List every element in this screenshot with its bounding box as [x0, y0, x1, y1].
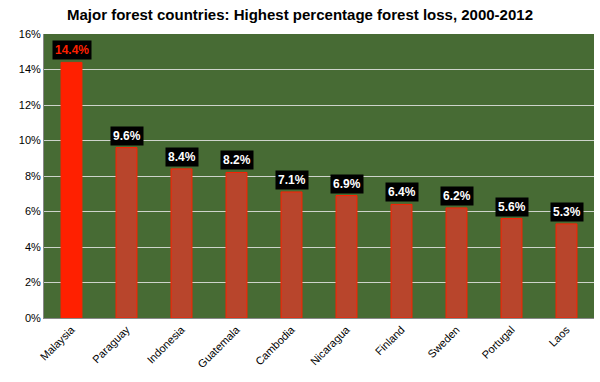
svg-text:14%: 14%	[19, 63, 41, 75]
svg-text:8%: 8%	[25, 170, 41, 182]
svg-text:6.9%: 6.9%	[333, 177, 361, 191]
svg-text:Paraguay: Paraguay	[90, 323, 132, 365]
svg-text:6.4%: 6.4%	[388, 185, 416, 199]
svg-text:10%: 10%	[19, 134, 41, 146]
svg-text:0%: 0%	[25, 312, 41, 324]
svg-text:Portugal: Portugal	[479, 324, 516, 361]
svg-text:Cambodia: Cambodia	[253, 323, 298, 368]
svg-text:14.4%: 14.4%	[55, 43, 89, 57]
svg-text:Laos: Laos	[546, 323, 572, 349]
svg-text:Guatemala: Guatemala	[195, 323, 242, 370]
svg-text:Sweden: Sweden	[425, 324, 462, 361]
svg-text:8.4%: 8.4%	[168, 150, 196, 164]
svg-text:2%: 2%	[25, 276, 41, 288]
svg-text:5.3%: 5.3%	[553, 205, 581, 219]
svg-text:12%: 12%	[19, 99, 41, 111]
svg-text:Indonesia: Indonesia	[145, 323, 188, 366]
svg-text:6.2%: 6.2%	[443, 189, 471, 203]
svg-text:4%: 4%	[25, 241, 41, 253]
svg-text:7.1%: 7.1%	[278, 173, 306, 187]
svg-text:Major forest countries: Highes: Major forest countries: Highest percenta…	[67, 6, 533, 23]
svg-text:5.6%: 5.6%	[498, 200, 526, 214]
svg-text:6%: 6%	[25, 205, 41, 217]
svg-text:Nicaragua: Nicaragua	[308, 323, 353, 368]
svg-text:Malaysia: Malaysia	[38, 323, 78, 363]
svg-text:16%: 16%	[19, 28, 41, 40]
svg-text:9.6%: 9.6%	[113, 129, 141, 143]
svg-text:Finland: Finland	[373, 324, 407, 358]
svg-text:8.2%: 8.2%	[223, 153, 251, 167]
